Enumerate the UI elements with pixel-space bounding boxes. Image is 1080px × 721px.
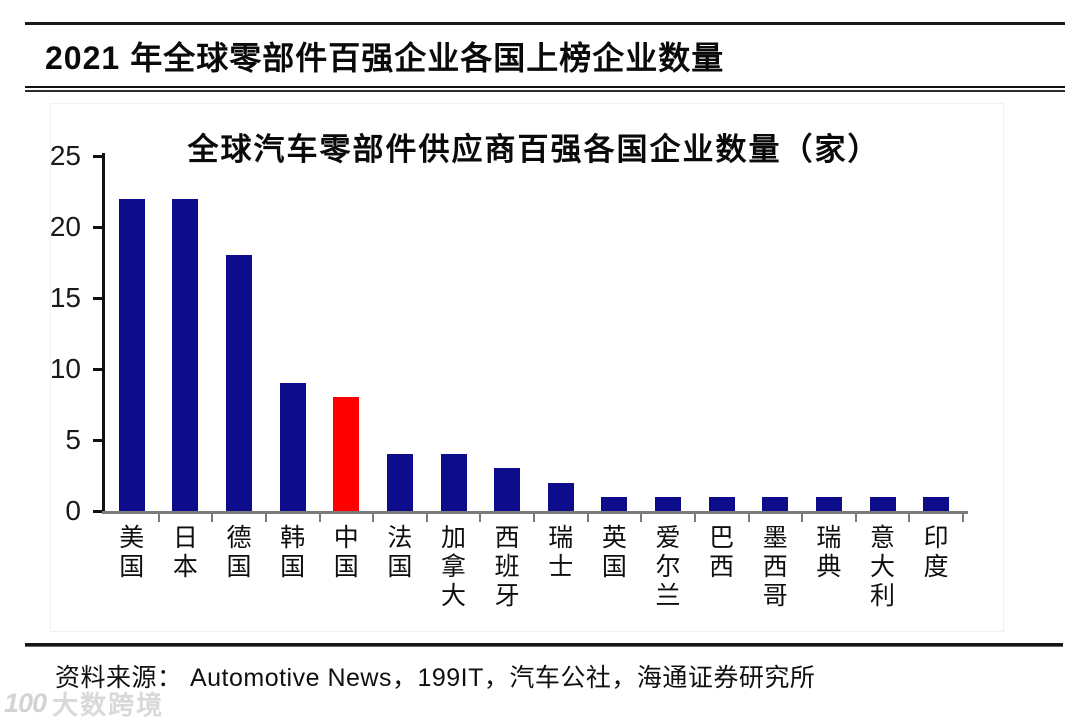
x-tick-label-瑞士: 瑞士 [548, 525, 574, 581]
x-tick-label-印度: 印度 [923, 525, 949, 581]
x-axis-line [102, 511, 968, 514]
bar-巴西 [708, 496, 735, 511]
x-tick-label-意大利: 意大利 [870, 525, 896, 610]
x-tick-label-中国: 中国 [333, 525, 359, 581]
bar-英国 [601, 496, 628, 511]
x-axis-tick [264, 514, 267, 522]
page-title: 2021 年全球零部件百强企业各国上榜企业数量 [45, 33, 724, 79]
x-tick-label-英国: 英国 [601, 525, 627, 581]
y-axis-tick [93, 438, 102, 442]
x-axis-tick [318, 514, 321, 522]
header-top-rule [25, 22, 1065, 25]
x-axis-tick [533, 514, 535, 522]
bar-韩国 [279, 383, 306, 511]
watermark-logo-icon: 100 [4, 688, 47, 718]
x-tick-label-爱尔兰: 爱尔兰 [655, 525, 681, 610]
bar-德国 [226, 255, 253, 511]
x-axis-tick [211, 514, 214, 522]
y-tick-label: 10 [49, 353, 81, 384]
x-tick-label-日本: 日本 [172, 525, 198, 581]
bar-法国 [386, 454, 413, 511]
x-tick-label-韩国: 韩国 [280, 525, 306, 581]
x-axis-tick [157, 514, 160, 522]
x-tick-label-墨西哥: 墨西哥 [762, 525, 788, 610]
bar-印度 [923, 496, 950, 511]
chart-title: 全球汽车零部件供应商百强各国企业数量（家） [187, 132, 881, 167]
page-title-year: 2021 [45, 40, 121, 76]
bar-美国 [118, 198, 145, 511]
bar-爱尔兰 [655, 496, 682, 511]
y-tick-label: 5 [65, 424, 81, 455]
x-tick-label-法国: 法国 [387, 525, 413, 581]
x-axis-tick [801, 514, 804, 522]
y-axis-tick [93, 509, 102, 513]
bar-日本 [172, 198, 199, 511]
x-axis-labels: 美国日本德国韩国中国法国 加拿大 西班牙 瑞士英国 爱尔兰 巴西 墨西哥 瑞典 意大利 印度 [105, 524, 963, 611]
header-bottom-rule [25, 86, 1065, 92]
bar-加拿大 [440, 454, 467, 511]
y-axis-tick [93, 367, 102, 371]
x-axis-tick [372, 514, 375, 522]
x-axis-tick [908, 514, 911, 522]
footer-rule [25, 643, 1063, 647]
chart-frame: 全球汽车零部件供应商百强各国企业数量（家） 0 5 10 15 20 25 美国日本德国韩… [50, 103, 1004, 632]
bar-瑞士 [547, 482, 574, 511]
x-tick-label-德国: 德国 [226, 525, 252, 581]
y-tick-label: 20 [49, 211, 81, 242]
x-axis-tick [425, 514, 428, 522]
x-axis-tick [747, 514, 750, 522]
x-tick-label-加拿大: 加拿大 [441, 525, 467, 610]
x-axis-tick [962, 514, 964, 522]
y-axis-tick [93, 225, 102, 229]
x-axis-tick [586, 514, 589, 522]
watermark: 100 大数跨境 [4, 685, 164, 721]
x-axis-tick [640, 514, 643, 522]
x-tick-label-西班牙: 西班牙 [494, 525, 520, 610]
x-axis-tick [693, 514, 696, 522]
y-axis-line [102, 153, 105, 514]
y-tick-label: 25 [49, 140, 81, 171]
y-tick-label: 15 [49, 282, 81, 313]
bar-墨西哥 [762, 496, 789, 511]
source-line: 资料来源： Automotive News，199IT，汽车公社，海通证券研究所 [55, 664, 816, 692]
watermark-brand-text: 大数跨境 [52, 691, 165, 720]
x-tick-label-瑞典: 瑞典 [816, 525, 842, 581]
y-axis-tick [93, 154, 102, 158]
bar-瑞典 [815, 496, 842, 511]
page-title-text: 年全球零部件百强企业各国上榜企业数量 [130, 40, 725, 76]
bar-意大利 [869, 496, 896, 511]
y-axis-tick [93, 296, 102, 300]
bar-西班牙 [494, 468, 521, 511]
x-tick-label-巴西: 巴西 [709, 525, 735, 581]
plot-area: 0 5 10 15 20 25 [50, 140, 968, 526]
x-tick-label-美国: 美国 [119, 525, 145, 581]
y-tick-label: 0 [65, 495, 81, 526]
x-axis-tick [854, 514, 857, 522]
bar-中国 [333, 397, 360, 511]
x-axis-tick [479, 514, 482, 522]
